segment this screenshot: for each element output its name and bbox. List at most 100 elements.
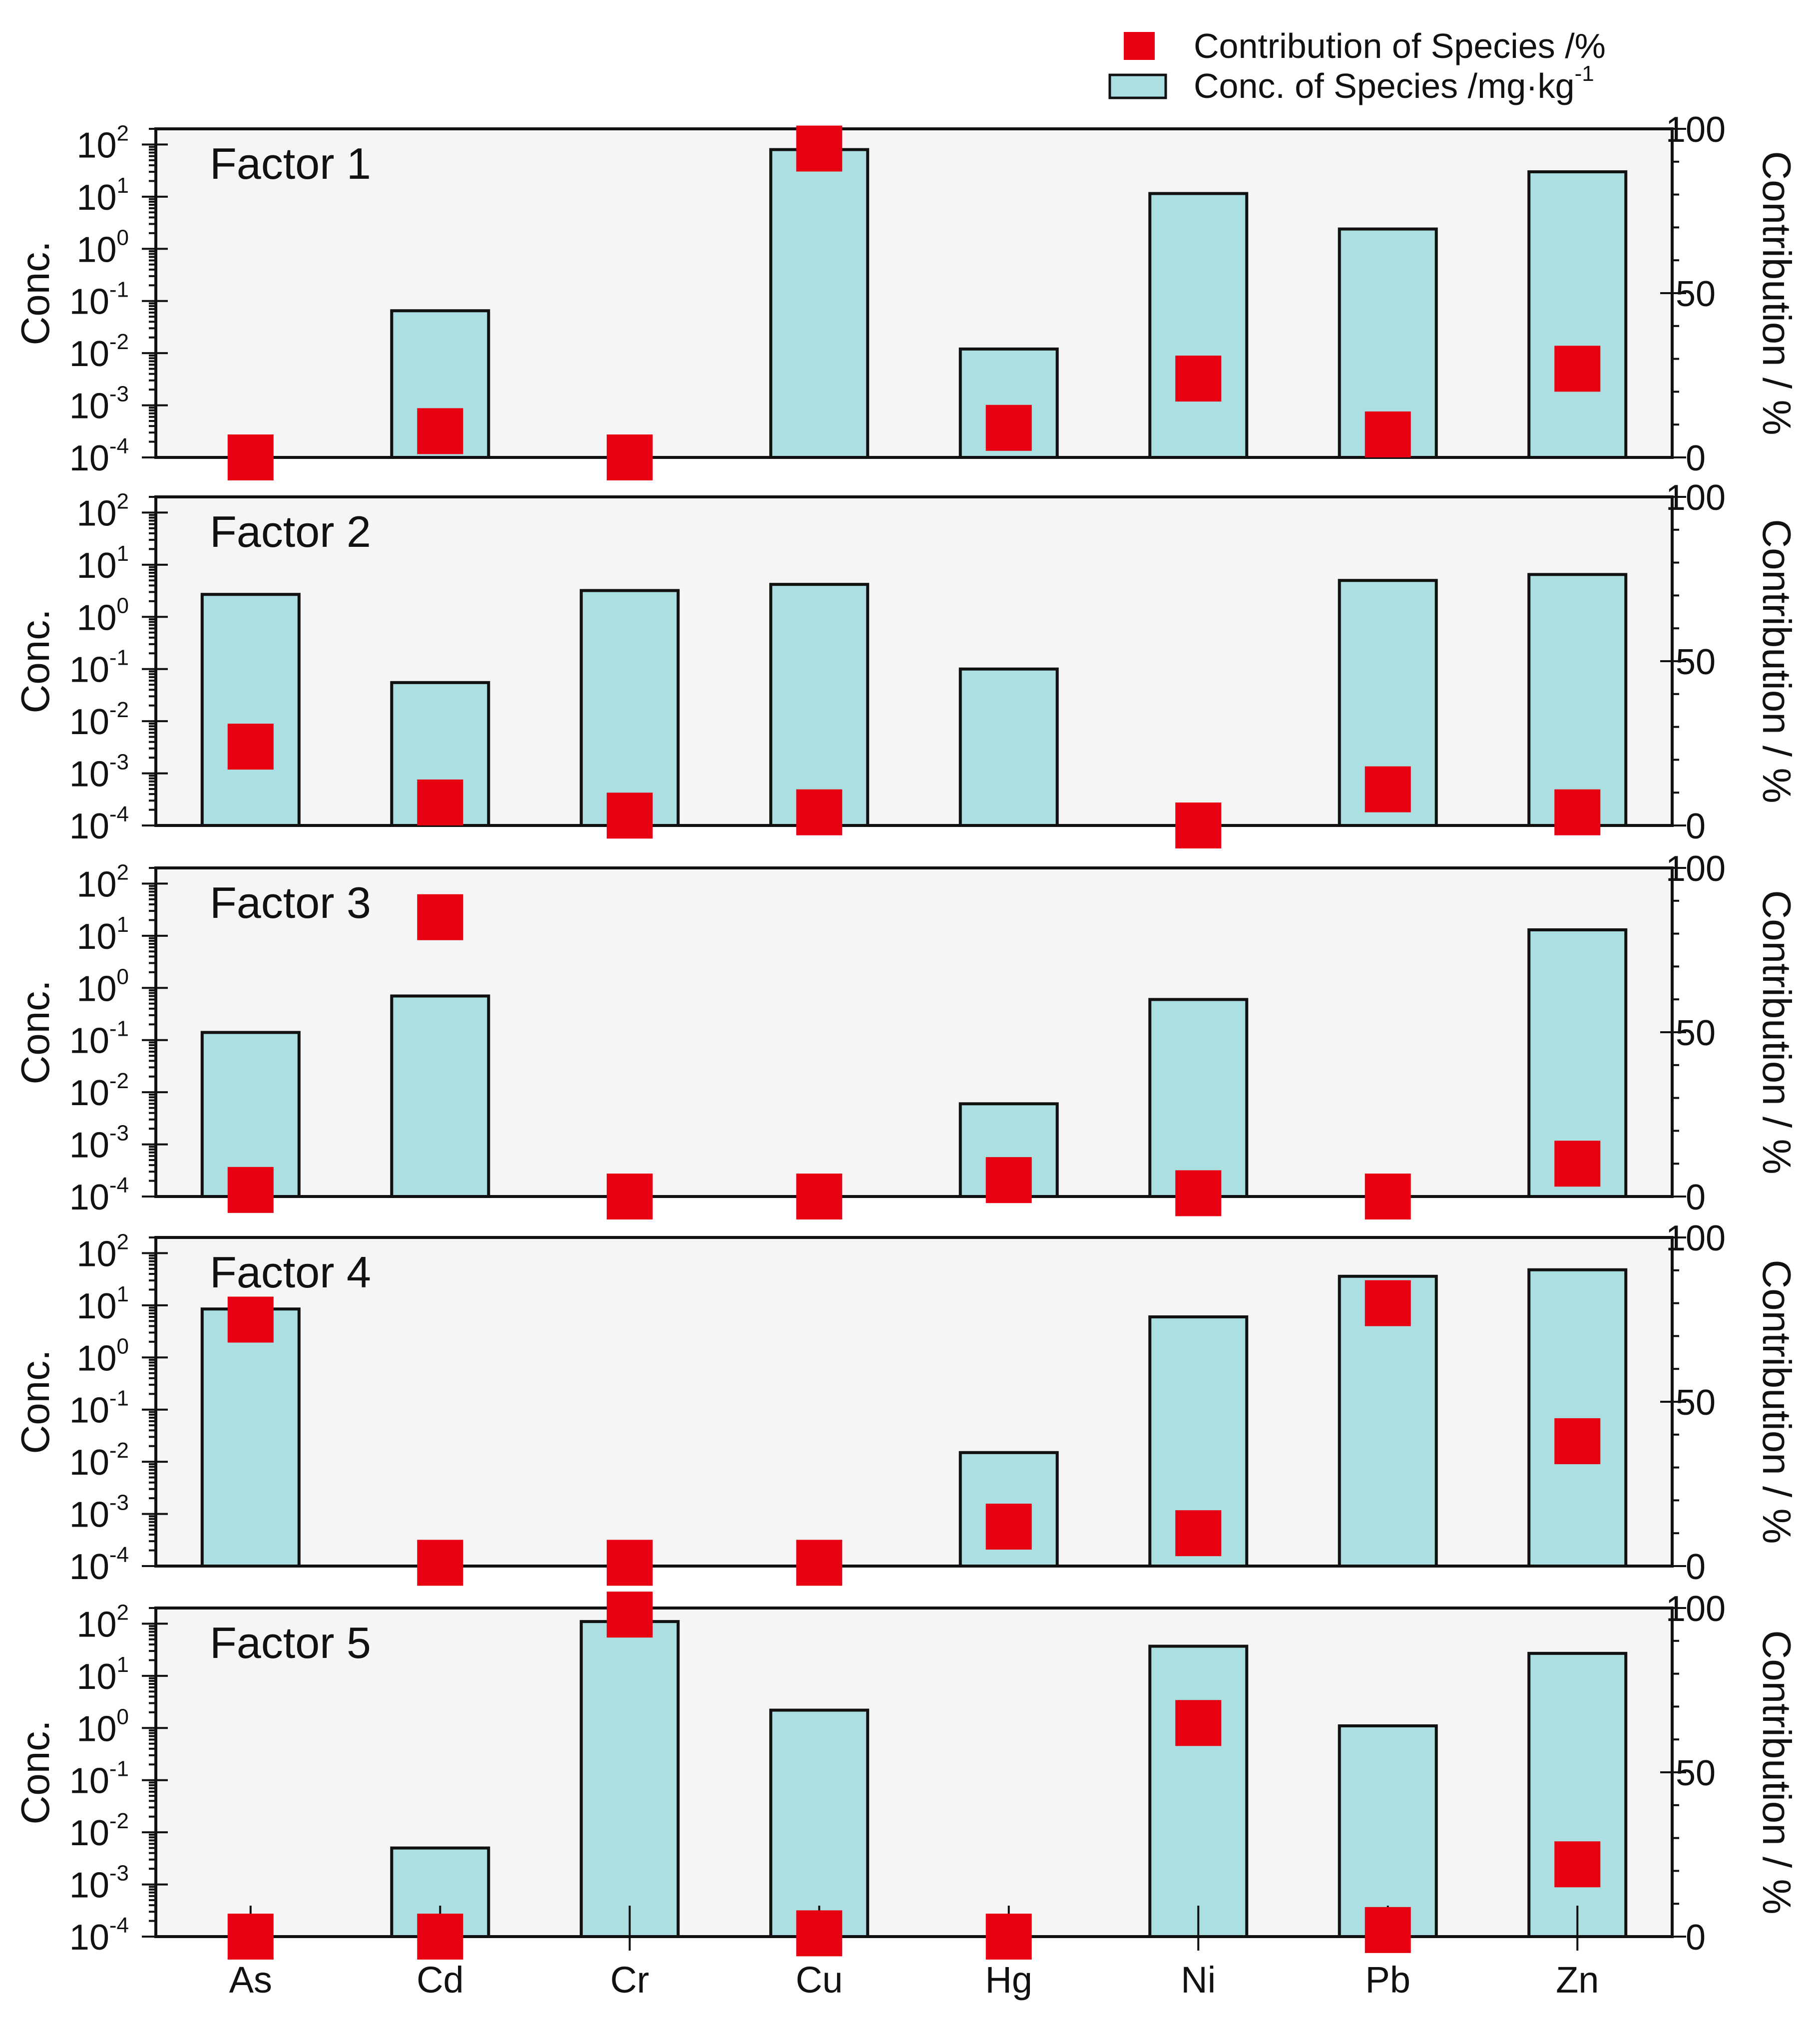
tick-base: 10: [76, 493, 116, 533]
right-tick-label: 0: [1686, 1547, 1706, 1587]
bar-hg: [960, 669, 1057, 825]
contribution-marker-cr: [607, 1174, 653, 1219]
pmf-factor-chart: Contribution of Species /% Conc. of Speci…: [0, 0, 1820, 2016]
legend-conc-swatch: [1110, 75, 1166, 98]
contribution-marker-ni: [1175, 1170, 1221, 1216]
tick-exponent: -2: [109, 330, 129, 354]
left-tick-label: 10-4: [69, 1543, 129, 1587]
panel-frame: [156, 497, 1672, 825]
tick-exponent: 0: [117, 1704, 129, 1729]
left-tick-label: 10-2: [69, 1438, 129, 1483]
contribution-marker-cu: [796, 1910, 842, 1956]
tick-base: 10: [69, 1813, 109, 1853]
tick-exponent: -4: [109, 1913, 129, 1938]
tick-base: 10: [76, 1709, 116, 1749]
left-tick-label: 101: [76, 1282, 129, 1326]
tick-base: 10: [76, 546, 116, 586]
tick-base: 10: [69, 334, 109, 374]
left-tick-label: 100: [76, 1334, 129, 1378]
left-axis-label: Conc.: [13, 1720, 57, 1825]
contribution-marker-as: [228, 1167, 274, 1213]
bar-zn: [1529, 172, 1626, 457]
tick-exponent: -2: [109, 1809, 129, 1833]
right-tick-label: 0: [1686, 1918, 1706, 1958]
contribution-marker-pb: [1365, 411, 1411, 457]
bar-ni: [1150, 194, 1247, 457]
tick-base: 10: [76, 969, 116, 1009]
left-tick-label: 10-4: [69, 1913, 129, 1958]
x-tick-label-hg: Hg: [985, 1959, 1032, 2001]
tick-exponent: -3: [109, 1121, 129, 1146]
right-axis-label: Contribution / %: [1755, 151, 1799, 435]
left-tick-label: 101: [76, 173, 129, 218]
left-tick-label: 101: [76, 541, 129, 586]
bar-cr: [581, 591, 678, 825]
panel-frame: [156, 1237, 1672, 1566]
left-tick-label: 100: [76, 593, 129, 638]
contribution-marker-cu: [796, 125, 842, 171]
bar-as: [202, 1309, 299, 1566]
left-tick-label: 102: [76, 1600, 129, 1644]
right-tick-label: 100: [1666, 1589, 1726, 1629]
contribution-marker-zn: [1554, 790, 1600, 835]
tick-base: 10: [69, 1761, 109, 1801]
left-tick-label: 10-2: [69, 330, 129, 374]
bar-zn: [1529, 574, 1626, 825]
tick-base: 10: [76, 178, 116, 218]
tick-exponent: -4: [109, 434, 129, 458]
x-tick-label-cu: Cu: [796, 1959, 843, 2001]
left-tick-label: 10-3: [69, 1491, 129, 1535]
legend-contribution-swatch: [1124, 32, 1155, 60]
tick-exponent: 2: [117, 860, 129, 884]
tick-base: 10: [76, 1234, 116, 1274]
tick-exponent: 0: [117, 225, 129, 250]
left-axis-label: Conc.: [13, 980, 57, 1085]
tick-base: 10: [69, 1126, 109, 1166]
bar-ni: [1150, 1646, 1247, 1937]
bar-cu: [771, 1710, 868, 1937]
left-axis-label: Conc.: [13, 1350, 57, 1454]
right-tick-label: 50: [1676, 1753, 1716, 1793]
left-tick-label: 100: [76, 1704, 129, 1749]
x-tick-label-ni: Ni: [1181, 1959, 1216, 2001]
contribution-marker-hg: [986, 1914, 1032, 1960]
contribution-marker-ni: [1175, 803, 1221, 848]
tick-base: 10: [69, 650, 109, 690]
contribution-marker-pb: [1365, 1280, 1411, 1326]
right-tick-label: 100: [1666, 849, 1726, 889]
right-axis-label: Contribution / %: [1755, 1259, 1799, 1544]
tick-base: 10: [69, 755, 109, 795]
tick-base: 10: [69, 1178, 109, 1217]
contribution-marker-pb: [1365, 1907, 1411, 1953]
tick-exponent: 2: [117, 489, 129, 513]
tick-exponent: -2: [109, 698, 129, 722]
tick-exponent: -1: [109, 1386, 129, 1411]
tick-base: 10: [69, 438, 109, 478]
x-tick-label-zn: Zn: [1556, 1959, 1599, 2001]
tick-base: 10: [76, 125, 116, 165]
left-tick-label: 10-4: [69, 434, 129, 478]
x-tick-label-cr: Cr: [610, 1959, 649, 2001]
contribution-marker-as: [228, 434, 274, 480]
left-axis-label: Conc.: [13, 609, 57, 714]
tick-base: 10: [69, 1443, 109, 1483]
tick-exponent: -1: [109, 646, 129, 670]
left-tick-label: 102: [76, 860, 129, 904]
tick-exponent: -1: [109, 1017, 129, 1041]
legend-contribution-label: Contribution of Species /%: [1194, 26, 1606, 65]
left-tick-label: 10-2: [69, 1069, 129, 1113]
left-tick-label: 10-1: [69, 1017, 129, 1061]
tick-exponent: -1: [109, 278, 129, 302]
left-tick-label: 10-1: [69, 1386, 129, 1431]
tick-exponent: 0: [117, 964, 129, 989]
factor-title: Factor 2: [210, 507, 371, 556]
left-axis-label: Conc.: [13, 241, 57, 346]
left-tick-label: 101: [76, 912, 129, 957]
bar-cd: [392, 996, 488, 1197]
tick-exponent: -1: [109, 1757, 129, 1781]
tick-exponent: -2: [109, 1438, 129, 1463]
right-axis-label: Contribution / %: [1755, 519, 1799, 803]
left-tick-label: 10-2: [69, 698, 129, 742]
legend-conc-prefix: Conc. of Species /mg·kg: [1194, 66, 1575, 105]
